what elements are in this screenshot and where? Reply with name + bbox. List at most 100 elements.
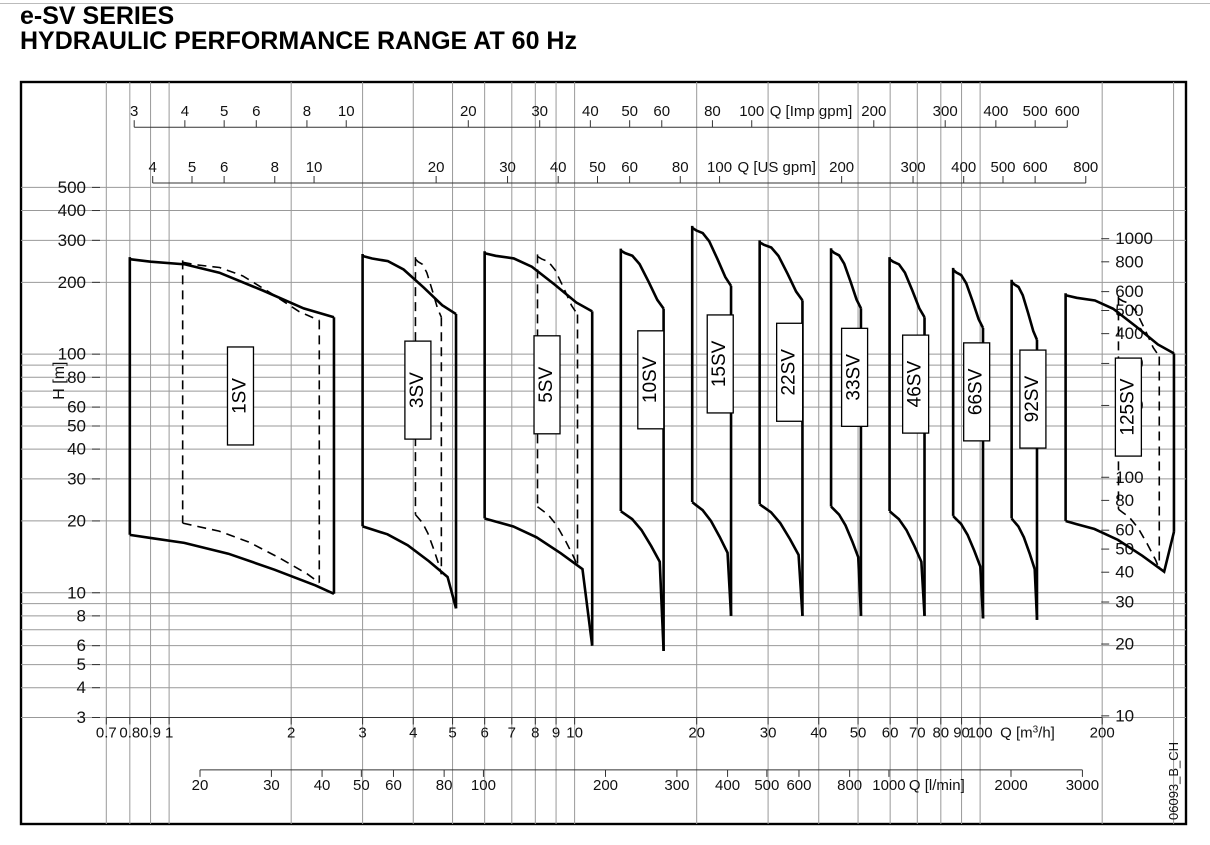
svg-text:1SV: 1SV <box>229 378 250 414</box>
svg-text:10: 10 <box>1115 706 1134 725</box>
svg-text:Q [Imp gpm]: Q [Imp gpm] <box>770 103 853 120</box>
svg-text:4: 4 <box>181 103 189 120</box>
svg-text:Q [m3/h]: Q [m3/h] <box>1000 724 1055 742</box>
svg-text:400: 400 <box>715 777 740 794</box>
svg-text:40: 40 <box>67 440 86 459</box>
svg-text:800: 800 <box>837 777 862 794</box>
svg-text:10: 10 <box>566 725 583 742</box>
svg-text:80: 80 <box>67 368 86 387</box>
svg-text:2000: 2000 <box>994 777 1027 794</box>
svg-text:200: 200 <box>1090 725 1115 742</box>
svg-text:50: 50 <box>589 159 606 176</box>
svg-text:500: 500 <box>754 777 779 794</box>
svg-text:6: 6 <box>77 636 86 655</box>
svg-text:0.8: 0.8 <box>119 725 140 742</box>
svg-text:22SV: 22SV <box>779 349 800 396</box>
svg-text:4: 4 <box>409 725 417 742</box>
svg-text:500: 500 <box>58 178 86 197</box>
svg-text:6: 6 <box>220 159 228 176</box>
svg-text:10: 10 <box>338 103 355 120</box>
svg-text:800: 800 <box>1073 159 1098 176</box>
svg-text:600: 600 <box>1055 103 1080 120</box>
svg-text:6: 6 <box>252 103 260 120</box>
svg-text:40: 40 <box>810 725 827 742</box>
svg-text:06093_B_CH: 06093_B_CH <box>1166 742 1181 820</box>
svg-text:600: 600 <box>1023 159 1048 176</box>
svg-text:50: 50 <box>850 725 867 742</box>
svg-text:50: 50 <box>67 416 86 435</box>
svg-text:80: 80 <box>704 103 721 120</box>
svg-text:300: 300 <box>901 159 926 176</box>
svg-text:100: 100 <box>58 345 86 364</box>
svg-text:4: 4 <box>149 159 157 176</box>
svg-text:300: 300 <box>933 103 958 120</box>
svg-text:8: 8 <box>271 159 279 176</box>
svg-text:100: 100 <box>1115 468 1143 487</box>
svg-text:60: 60 <box>621 159 638 176</box>
svg-text:20: 20 <box>428 159 445 176</box>
svg-text:5: 5 <box>77 655 86 674</box>
svg-text:1000: 1000 <box>1115 229 1153 248</box>
svg-text:50: 50 <box>621 103 638 120</box>
svg-text:6: 6 <box>480 725 488 742</box>
svg-text:400: 400 <box>58 201 86 220</box>
svg-text:300: 300 <box>58 231 86 250</box>
svg-text:80: 80 <box>932 725 949 742</box>
svg-text:100: 100 <box>707 159 732 176</box>
svg-text:60: 60 <box>67 398 86 417</box>
svg-text:9: 9 <box>552 725 560 742</box>
svg-text:80: 80 <box>436 777 453 794</box>
svg-text:10: 10 <box>306 159 323 176</box>
svg-text:800: 800 <box>1115 252 1143 271</box>
svg-text:15SV: 15SV <box>709 340 730 387</box>
svg-text:33SV: 33SV <box>844 354 865 401</box>
svg-text:8: 8 <box>77 606 86 625</box>
svg-text:10SV: 10SV <box>640 356 661 403</box>
svg-text:5: 5 <box>188 159 196 176</box>
svg-text:80: 80 <box>672 159 689 176</box>
svg-text:8: 8 <box>303 103 311 120</box>
svg-text:60: 60 <box>385 777 402 794</box>
svg-text:300: 300 <box>664 777 689 794</box>
svg-text:40: 40 <box>550 159 567 176</box>
svg-text:30: 30 <box>1115 593 1134 612</box>
svg-text:30: 30 <box>263 777 280 794</box>
svg-text:0.9: 0.9 <box>140 725 161 742</box>
svg-text:2: 2 <box>287 725 295 742</box>
svg-text:40: 40 <box>582 103 599 120</box>
svg-text:50: 50 <box>353 777 370 794</box>
svg-text:66SV: 66SV <box>966 368 987 415</box>
svg-text:8: 8 <box>531 725 539 742</box>
svg-text:20: 20 <box>460 103 477 120</box>
svg-text:30: 30 <box>760 725 777 742</box>
svg-text:3: 3 <box>130 103 138 120</box>
svg-text:400: 400 <box>951 159 976 176</box>
svg-text:20: 20 <box>192 777 209 794</box>
svg-text:400: 400 <box>1115 324 1143 343</box>
svg-text:0.7: 0.7 <box>96 725 117 742</box>
svg-text:600: 600 <box>786 777 811 794</box>
svg-text:500: 500 <box>1115 301 1143 320</box>
svg-text:100: 100 <box>739 103 764 120</box>
svg-text:10: 10 <box>67 583 86 602</box>
svg-text:5SV: 5SV <box>536 367 557 403</box>
svg-text:200: 200 <box>829 159 854 176</box>
svg-text:60: 60 <box>1115 521 1134 540</box>
svg-text:30: 30 <box>531 103 548 120</box>
svg-text:40: 40 <box>1115 563 1134 582</box>
svg-text:Q [l/min]: Q [l/min] <box>909 777 965 794</box>
svg-text:3SV: 3SV <box>407 372 428 408</box>
svg-text:3: 3 <box>358 725 366 742</box>
svg-text:20: 20 <box>688 725 705 742</box>
svg-text:60: 60 <box>882 725 899 742</box>
svg-text:3000: 3000 <box>1066 777 1099 794</box>
svg-text:500: 500 <box>1023 103 1048 120</box>
svg-text:1000: 1000 <box>872 777 905 794</box>
svg-text:7: 7 <box>508 725 516 742</box>
svg-text:200: 200 <box>593 777 618 794</box>
svg-text:400: 400 <box>983 103 1008 120</box>
svg-text:92SV: 92SV <box>1022 376 1043 423</box>
svg-text:3: 3 <box>77 708 86 727</box>
svg-text:30: 30 <box>499 159 516 176</box>
svg-text:Q [US gpm]: Q [US gpm] <box>738 159 816 176</box>
